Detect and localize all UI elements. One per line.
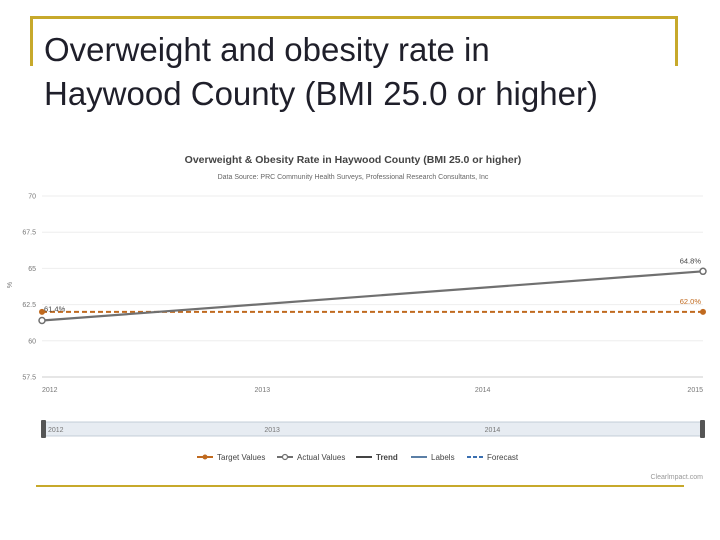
legend-marker-target [202,454,208,460]
y-tick-label: 70 [28,194,36,201]
slide-frame-right [675,16,678,66]
navigator-label: 2014 [485,427,501,434]
y-axis-label: % [7,282,14,288]
y-tick-label: 65 [28,266,36,273]
legend-label-labels: Labels [431,453,455,462]
series-layer [38,267,707,325]
target-point [700,308,706,315]
target-point [39,308,45,315]
legend-marker-actual [281,453,289,461]
legend: Target Values Actual Values Trend Labels For… [197,453,519,462]
x-tick-label: 2013 [255,387,271,394]
legend-label-forecast: Forecast [487,453,519,462]
x-tick-label: 2015 [687,387,703,394]
navigator-label: 2013 [264,427,280,434]
legend-label-trend: Trend [376,453,398,462]
overweight-obesity-chart: Overweight & Obesity Rate in Haywood Cou… [0,145,720,485]
y-tick-label: 57.5 [22,375,36,382]
chart-credit[interactable]: Clearlmpact.com [650,474,703,481]
slide-title-wrap: Overweight and obesity rate in Haywood C… [44,28,604,146]
y-tick-label: 62.5 [22,302,36,309]
navigator-handle-right[interactable] [700,420,705,438]
y-tick-label: 67.5 [22,230,36,237]
x-tick-label: 2014 [475,387,491,394]
navigator-handle-left[interactable] [41,420,46,438]
slide-frame-bottom [36,484,684,487]
chart-title: Overweight & Obesity Rate in Haywood Cou… [185,154,522,166]
actual-label-2015: 64.8% [680,256,702,265]
chart-subtitle: Data Source: PRC Community Health Survey… [218,174,489,181]
slide-frame-left [30,16,33,66]
x-tick-label: 2012 [42,387,58,394]
actual-point [38,316,46,325]
target-label-2015: 62.0% [680,297,702,306]
actual-label-2012: 61.4% [44,305,66,314]
actual-point [699,267,707,276]
actual-values-line [41,270,704,322]
legend-label-actual: Actual Values [297,453,345,462]
y-tick-label: 60 [28,338,36,345]
navigator-label: 2012 [48,427,64,434]
range-navigator[interactable]: 2012 2013 2014 [41,420,705,438]
legend-label-target: Target Values [217,453,265,462]
label-layer: 61.4% 64.8% 62.0% [44,256,701,313]
slide-title: Overweight and obesity rate in Haywood C… [44,31,598,112]
slide-frame-top [30,16,678,19]
navigator-track[interactable] [41,421,704,437]
